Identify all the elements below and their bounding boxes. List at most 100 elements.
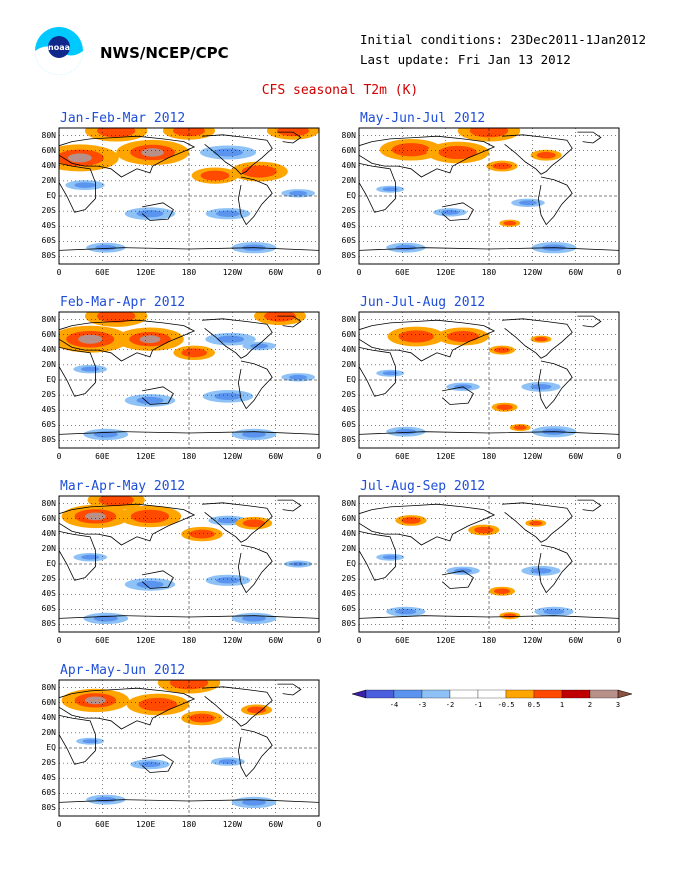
lat-label: 40N bbox=[341, 528, 356, 538]
lon-label: 60E bbox=[395, 452, 410, 461]
cold-anomaly-core bbox=[214, 392, 242, 400]
lon-label: 120E bbox=[436, 636, 456, 645]
warm-anomaly-core bbox=[494, 588, 510, 594]
cold-anomaly-core bbox=[382, 555, 398, 560]
map-panel-6 bbox=[358, 495, 620, 633]
colorbar-segment bbox=[477, 689, 507, 699]
cold-anomaly-core bbox=[242, 615, 266, 622]
cold-anomaly-core bbox=[530, 568, 552, 574]
map-panel-0 bbox=[58, 127, 320, 265]
colorbar-label: -1 bbox=[474, 701, 482, 709]
panel-title: Jan-Feb-Mar 2012 bbox=[60, 111, 186, 126]
colorbar-segment bbox=[365, 689, 395, 699]
colorbar-label: 3 bbox=[616, 701, 620, 709]
warm-anomaly-core bbox=[241, 165, 277, 178]
lat-label: 80N bbox=[41, 682, 56, 692]
lon-label: 0 bbox=[56, 636, 62, 645]
cold-anomaly-core bbox=[217, 517, 239, 524]
cold-anomaly-core bbox=[95, 244, 117, 251]
coastline bbox=[441, 386, 474, 405]
coastline bbox=[201, 502, 273, 543]
coastline bbox=[141, 570, 174, 589]
coastline bbox=[201, 318, 273, 359]
warm-anomaly-core bbox=[200, 170, 230, 181]
lat-label: 20N bbox=[41, 727, 56, 737]
lat-label: 60S bbox=[341, 420, 356, 430]
lon-label: 120E bbox=[136, 636, 156, 645]
lat-label: 60N bbox=[41, 329, 56, 339]
coastline bbox=[537, 360, 573, 410]
warm-anomaly-core bbox=[536, 151, 556, 159]
coastline bbox=[359, 135, 496, 178]
lat-label: 40N bbox=[341, 160, 356, 170]
warm-anomaly-core bbox=[189, 713, 215, 723]
lon-label: 120W bbox=[222, 636, 242, 645]
lat-label: 40N bbox=[41, 712, 56, 722]
coastline bbox=[59, 347, 96, 397]
cold-anomaly-core bbox=[382, 371, 398, 376]
colorbar: -4-3-2-1-0.50.51234 bbox=[352, 689, 632, 709]
cold-anomaly-core bbox=[74, 182, 96, 188]
lon-label: 0 bbox=[616, 268, 622, 277]
warm-anomaly-peak bbox=[85, 512, 106, 521]
lon-label: 120W bbox=[222, 820, 242, 829]
lon-label: 0 bbox=[356, 452, 362, 461]
warm-anomaly-peak bbox=[78, 334, 103, 344]
warm-anomaly-peak bbox=[67, 153, 92, 163]
map-panel-4 bbox=[358, 127, 620, 265]
map-frame bbox=[58, 127, 320, 265]
colorbar-segment bbox=[505, 689, 535, 699]
lat-label: 60S bbox=[341, 236, 356, 246]
lat-label: 80N bbox=[41, 130, 56, 140]
lat-label: 20N bbox=[41, 543, 56, 553]
lon-label: 60E bbox=[95, 636, 110, 645]
colorbar-max-arrow bbox=[617, 689, 632, 699]
warm-anomaly-core bbox=[130, 509, 170, 523]
lon-label: 60E bbox=[95, 268, 110, 277]
coastline bbox=[59, 715, 96, 765]
lon-label: 180 bbox=[481, 452, 497, 461]
panel-title: Mar-Apr-May 2012 bbox=[60, 479, 186, 494]
cold-anomaly-core bbox=[289, 190, 308, 196]
cold-anomaly-core bbox=[242, 431, 266, 438]
lat-label: 60N bbox=[41, 513, 56, 523]
lat-label: EQ bbox=[346, 559, 356, 568]
lon-label: 180 bbox=[181, 268, 197, 277]
lat-label: 60S bbox=[41, 236, 56, 246]
lat-label: 40N bbox=[41, 528, 56, 538]
lat-label: 20N bbox=[341, 359, 356, 369]
coastline bbox=[359, 503, 496, 546]
lon-label: 0 bbox=[316, 636, 322, 645]
lon-label: 120W bbox=[222, 452, 242, 461]
map-frame bbox=[358, 127, 620, 265]
coastline bbox=[359, 163, 396, 213]
warm-anomaly-peak bbox=[85, 696, 106, 705]
coastline bbox=[59, 319, 196, 362]
lat-label: EQ bbox=[346, 375, 356, 384]
lon-label: 0 bbox=[56, 268, 62, 277]
map-panel-3 bbox=[58, 679, 320, 817]
warm-anomaly-core bbox=[447, 330, 479, 342]
coastline bbox=[501, 502, 573, 543]
lat-label: 40S bbox=[41, 589, 56, 599]
colorbar-segment bbox=[449, 689, 479, 699]
map-frame bbox=[358, 495, 620, 633]
lon-label: 180 bbox=[481, 268, 497, 277]
cold-anomaly-core bbox=[136, 396, 164, 404]
lat-label: EQ bbox=[46, 559, 56, 568]
lat-label: 20N bbox=[341, 543, 356, 553]
lon-label: 60W bbox=[568, 636, 583, 645]
lat-label: 60N bbox=[341, 513, 356, 523]
lat-label: 80S bbox=[41, 619, 56, 629]
lon-label: 60W bbox=[268, 452, 283, 461]
panel-title: Jun-Jul-Aug 2012 bbox=[360, 295, 486, 310]
colorbar-segment bbox=[393, 689, 423, 699]
cold-anomaly-core bbox=[441, 209, 459, 215]
lat-label: 60N bbox=[341, 329, 356, 339]
cold-anomaly-core bbox=[382, 187, 398, 192]
lat-label: 20S bbox=[341, 574, 356, 584]
lon-label: 0 bbox=[56, 820, 62, 829]
cold-anomaly-core bbox=[217, 335, 245, 343]
colorbar-label: 2 bbox=[588, 701, 592, 709]
cold-anomaly-core bbox=[136, 210, 164, 218]
